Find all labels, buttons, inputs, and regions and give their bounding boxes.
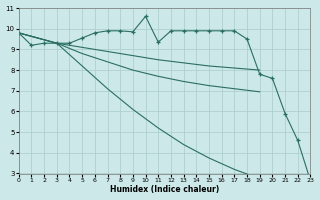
X-axis label: Humidex (Indice chaleur): Humidex (Indice chaleur) bbox=[110, 185, 219, 194]
